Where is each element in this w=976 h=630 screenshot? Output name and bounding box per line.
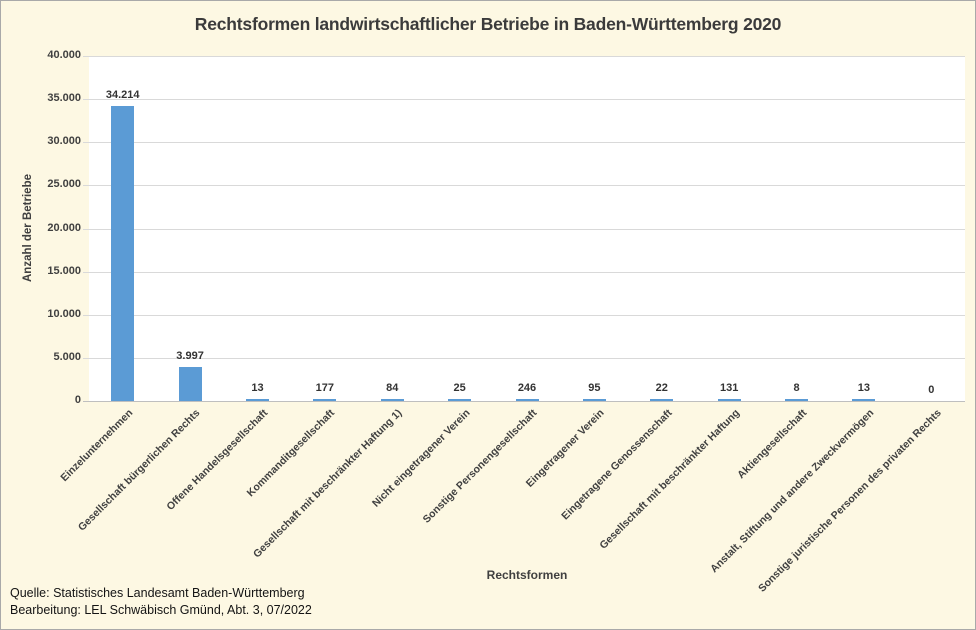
bar (380, 399, 404, 401)
bar (717, 399, 741, 401)
bar (313, 399, 337, 401)
bar-value-label: 13 (857, 382, 871, 394)
bar-value-label: 84 (386, 382, 399, 394)
x-tick-label: Gesellschaft mit beschränkter Haftung (596, 407, 742, 552)
y-tick-label: 30.000 (47, 135, 81, 148)
x-tick-label: Gesellschaft bürgerlichen Rechts (76, 407, 203, 534)
bar-value-label: 95 (588, 382, 601, 394)
bar (515, 398, 539, 401)
x-tick-label: Gesellschaft mit beschränkter Haftung 1) (251, 407, 405, 561)
chart-title: Rechtsformen landwirtschaftlicher Betrie… (194, 14, 782, 34)
bar (785, 399, 809, 401)
x-tick-label: Einzelunternehmen (58, 407, 136, 484)
bar (650, 399, 674, 401)
bar (178, 366, 202, 401)
bar-value-label: 131 (719, 382, 739, 394)
x-tick-label: Sonstige Personengesellschaft (420, 407, 540, 526)
bar (582, 399, 606, 401)
y-tick-label: 25.000 (47, 178, 81, 191)
x-axis-line (83, 401, 965, 402)
gridline (83, 185, 965, 187)
gridline (83, 314, 965, 316)
gridline (83, 228, 965, 230)
y-tick-label: 40.000 (47, 49, 81, 61)
bar (448, 399, 472, 401)
y-tick-label: 35.000 (47, 92, 81, 105)
gridline (83, 271, 965, 273)
bar-value-label: 22 (655, 382, 668, 394)
bar-value-label: 246 (517, 381, 537, 394)
bar (111, 105, 135, 401)
x-axis-title: Rechtsformen (486, 568, 568, 582)
gridline (83, 56, 965, 57)
gridline (83, 357, 965, 359)
y-tick-label: 20.000 (47, 221, 81, 234)
bar-value-label: 34.214 (105, 88, 140, 101)
processing-line: Bearbeitung: LEL Schwäbisch Gmünd, Abt. … (10, 603, 312, 617)
bar (852, 399, 876, 401)
gridline (83, 99, 965, 101)
x-tick-label: Aktiengesellschaft (734, 407, 810, 482)
gridline (83, 142, 965, 144)
bar-value-label: 3.997 (176, 349, 204, 362)
y-tick-label: 15.000 (47, 264, 81, 277)
x-tick-label: Eingetragene Genossenschaft (558, 407, 675, 523)
bar-value-label: 13 (251, 382, 264, 394)
bar (245, 399, 269, 401)
source-line: Quelle: Statistisches Landesamt Baden-Wü… (10, 586, 305, 600)
bar-value-label: 177 (315, 382, 335, 394)
bar-value-label: 25 (453, 382, 466, 394)
y-tick-label: 10.000 (47, 307, 81, 320)
y-tick-label: 0 (74, 394, 81, 406)
bar-value-label: 0 (928, 384, 935, 396)
y-tick-label: 5.000 (53, 350, 81, 363)
bar-value-label: 8 (793, 382, 800, 394)
